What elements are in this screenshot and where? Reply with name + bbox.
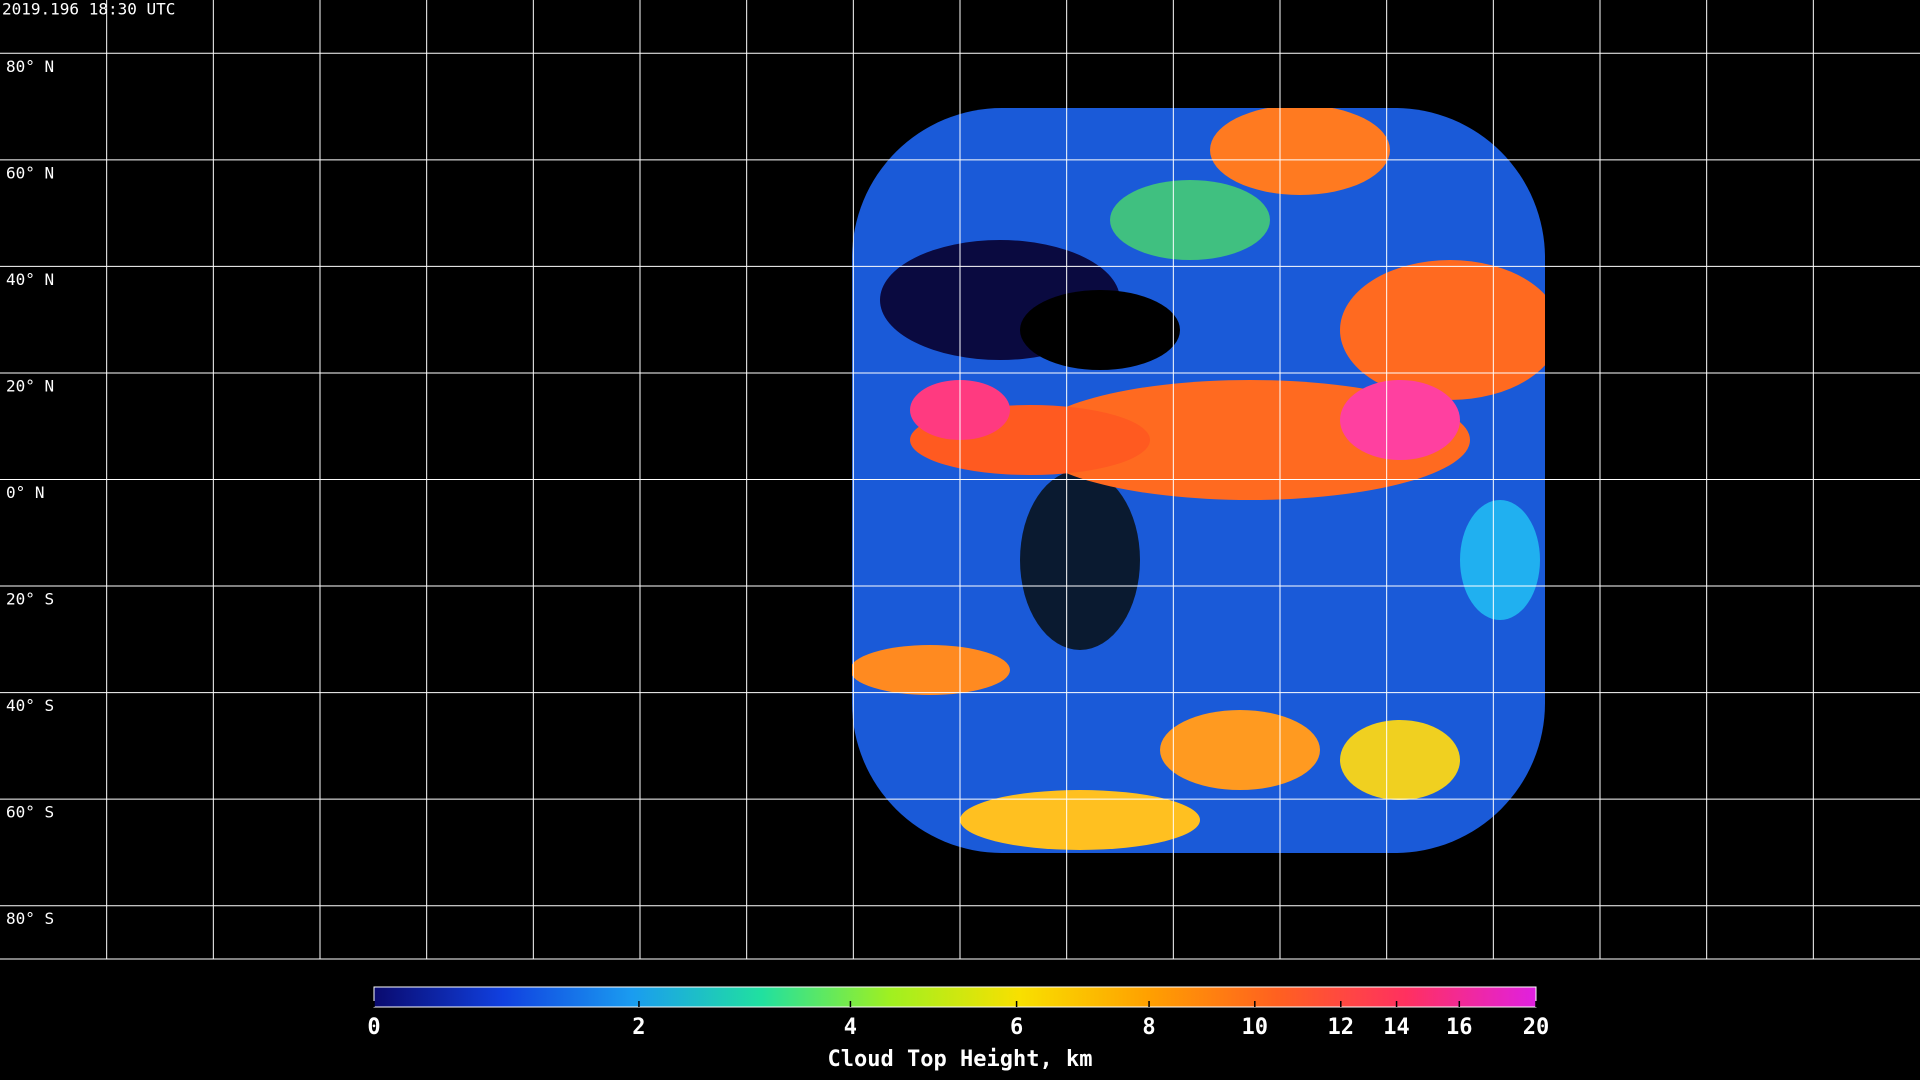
latitude-label: 0° N	[6, 483, 45, 502]
timestamp: 2019.196 18:30 UTC	[2, 0, 175, 19]
colorbar-label: Cloud Top Height, km	[828, 1047, 1093, 1072]
latitude-label: 40° N	[6, 270, 54, 289]
latitude-label: 80° S	[6, 909, 54, 928]
colorbar-tick-label: 4	[844, 1015, 857, 1040]
colorbar-tick-label: 8	[1142, 1015, 1155, 1040]
colorbar-tick-label: 20	[1523, 1015, 1550, 1040]
colorbar-tick-label: 2	[632, 1015, 645, 1040]
graticule	[0, 0, 1920, 960]
colorbar	[373, 986, 1537, 1008]
latitude-label: 20° N	[6, 376, 54, 395]
latitude-label: 40° S	[6, 696, 54, 715]
latitude-label: 60° S	[6, 803, 54, 822]
latitude-label: 20° S	[6, 590, 54, 609]
latitude-label: 60° N	[6, 163, 54, 182]
latitude-label: 80° N	[6, 57, 54, 76]
colorbar-tick-label: 12	[1328, 1015, 1355, 1040]
colorbar-tick-label: 0	[367, 1015, 380, 1040]
satellite-coverage	[852, 108, 1545, 853]
colorbar-tick-label: 14	[1383, 1015, 1410, 1040]
colorbar-tick-label: 16	[1446, 1015, 1473, 1040]
colorbar-tick-label: 10	[1242, 1015, 1269, 1040]
colorbar-tick-label: 6	[1010, 1015, 1023, 1040]
